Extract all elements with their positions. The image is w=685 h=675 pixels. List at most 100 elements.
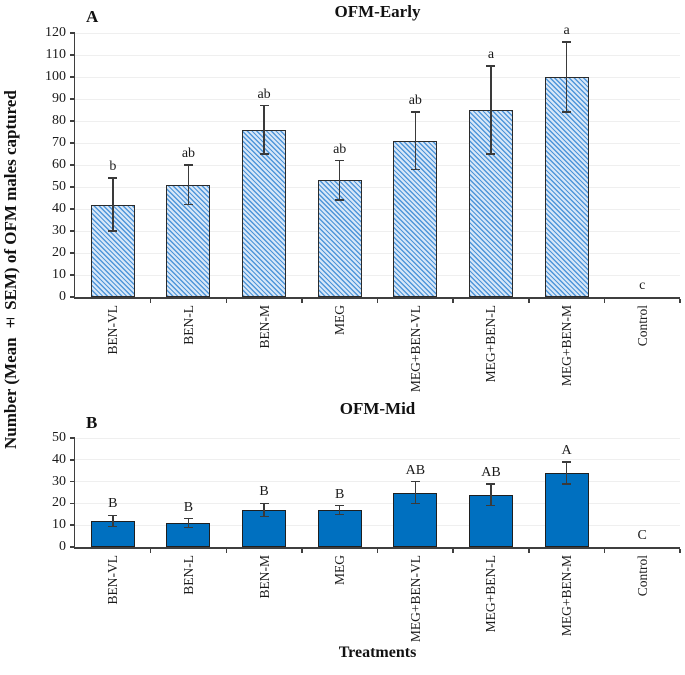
gridline — [75, 481, 680, 483]
error-bar — [414, 481, 417, 504]
x-axis-tick — [301, 549, 303, 553]
x-axis-tick — [603, 299, 606, 303]
bar-ben-vl — [90, 204, 135, 297]
y-axis-tick — [70, 230, 75, 232]
error-bar-cap-top — [562, 461, 572, 463]
error-bar — [263, 105, 265, 154]
y-axis-tick — [70, 480, 75, 483]
bar-meg+ben-vl — [393, 140, 438, 297]
gridline — [75, 230, 680, 232]
error-bar-cap-bottom — [562, 111, 572, 113]
y-axis-tick — [70, 142, 75, 144]
gridline — [75, 524, 680, 526]
significance-letter: B — [183, 499, 194, 515]
gridline — [75, 208, 680, 210]
error-bar-cap-bottom — [562, 483, 572, 485]
significance-letter: b — [109, 159, 117, 175]
error-bar-cap-top — [108, 514, 118, 517]
x-axis-line — [73, 547, 680, 549]
x-tick-label: BEN-VL — [105, 555, 121, 605]
error-bar-cap-bottom — [486, 153, 496, 155]
gridline — [75, 142, 680, 144]
error-bar-cap-bottom — [335, 513, 345, 516]
gridline — [75, 274, 680, 276]
y-axis-tick — [70, 208, 75, 210]
error-bar — [338, 505, 341, 515]
significance-letter: B — [335, 486, 345, 502]
x-tick-label: MEG+BEN-L — [483, 555, 499, 633]
significance-letter: B — [108, 496, 118, 512]
y-axis-tick — [70, 502, 75, 505]
bar-meg — [317, 509, 362, 547]
x-tick-label: BEN-VL — [105, 305, 121, 355]
x-tick-label: MEG — [332, 305, 348, 335]
error-bar — [414, 112, 417, 170]
bar-meg+ben-m — [544, 472, 589, 547]
x-tick-label: BEN-M — [256, 555, 272, 599]
significance-letter: AB — [481, 464, 501, 480]
chart-b-panel-label: B — [86, 413, 98, 432]
error-bar-cap-top — [486, 483, 496, 485]
x-axis-tick — [149, 299, 152, 303]
y-axis-tick — [70, 459, 75, 461]
bar-meg+ben-l — [468, 494, 513, 547]
error-bar-cap-top — [410, 480, 420, 483]
bar-meg — [317, 180, 362, 297]
y-axis-tick — [70, 98, 75, 100]
x-axis-tick — [452, 299, 454, 303]
y-axis-tick — [70, 546, 75, 548]
bar-ben-l — [166, 523, 211, 547]
x-axis-tick — [528, 299, 530, 303]
error-bar-cap-top — [259, 104, 269, 107]
error-bar-cap-bottom — [410, 168, 420, 171]
x-axis-tick — [376, 299, 379, 303]
y-axis-title: Number (Mean ± SEM) of OFM males capture… — [1, 90, 20, 450]
x-tick-label: MEG — [332, 555, 348, 585]
gridline — [75, 252, 680, 254]
error-bar-cap-bottom — [486, 504, 496, 507]
x-tick-label: MEG+BEN-VL — [407, 555, 423, 643]
y-axis-line — [73, 33, 75, 297]
error-bar-cap-top — [410, 111, 420, 113]
y-tick-label: 10 — [52, 517, 66, 533]
x-axis-tick — [301, 299, 303, 303]
error-bar-cap-bottom — [259, 515, 269, 518]
error-bar — [338, 160, 341, 201]
x-axis-line — [73, 297, 680, 299]
gridline — [75, 76, 680, 78]
error-bar-cap-top — [486, 65, 496, 67]
bar-ben-m — [242, 129, 287, 297]
significance-letter: C — [637, 528, 647, 543]
error-bar-cap-top — [183, 164, 193, 166]
x-axis-tick — [225, 299, 227, 303]
x-tick-label: MEG+BEN-M — [559, 305, 575, 387]
error-bar — [112, 515, 114, 527]
x-tick-label: MEG+BEN-VL — [407, 305, 423, 393]
significance-letter: c — [639, 278, 646, 293]
x-tick-label: Control — [634, 555, 650, 597]
error-bar — [565, 461, 568, 484]
bar-meg+ben-l — [468, 110, 513, 297]
error-bar — [112, 178, 114, 231]
error-bar — [187, 518, 190, 528]
error-bar-cap-top — [259, 502, 269, 505]
significance-letter: a — [563, 22, 570, 38]
gridline — [75, 98, 680, 100]
chart-a-title: OFM-Early — [334, 2, 421, 21]
x-tick-label: BEN-L — [180, 555, 196, 595]
gridline — [75, 120, 680, 122]
bar-meg+ben-m — [544, 77, 589, 297]
bar-ben-vl — [90, 520, 135, 547]
x-tick-label: Control — [634, 305, 650, 347]
error-bar-cap-bottom — [108, 230, 118, 232]
gridline — [75, 164, 680, 166]
error-bar-cap-top — [335, 159, 345, 162]
significance-letter: AB — [405, 462, 426, 478]
x-axis-tick — [452, 549, 454, 553]
chart-b-title: OFM-Mid — [339, 399, 416, 418]
y-axis-tick — [70, 164, 75, 166]
x-tick-label: BEN-M — [256, 305, 272, 349]
y-axis-tick — [70, 524, 75, 526]
